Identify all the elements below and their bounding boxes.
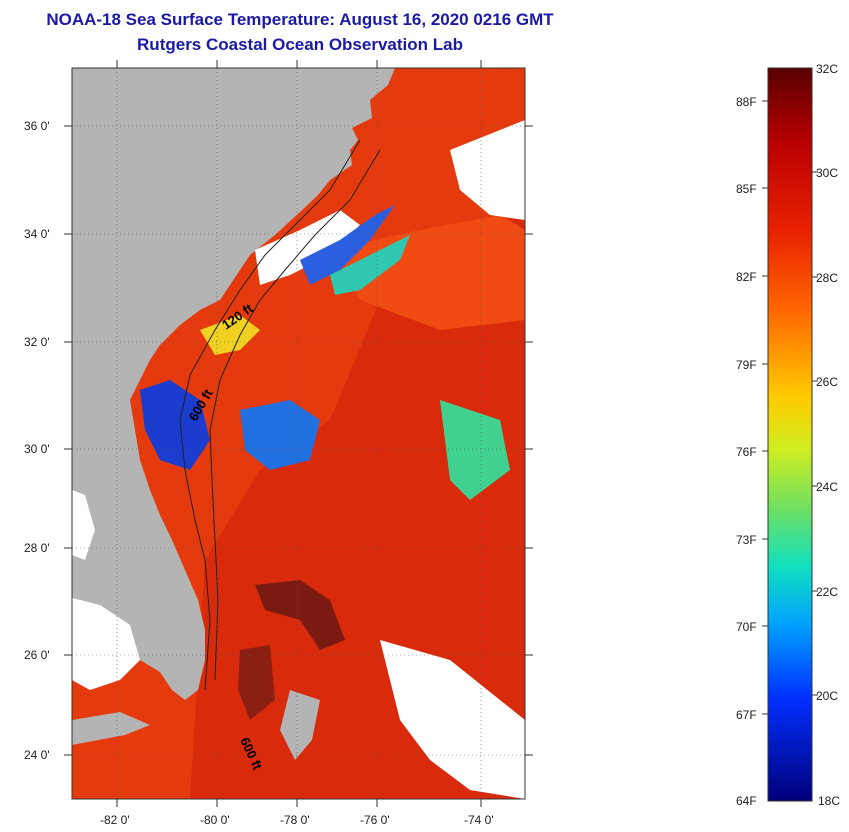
cool-offshore-water-2 [440, 400, 510, 500]
contour-line-2 [209, 149, 381, 681]
cuba-land [72, 712, 150, 745]
cool-offshore-water [240, 400, 320, 470]
cb-c-22: 22C [816, 585, 838, 599]
cloud-cover [72, 490, 95, 560]
map-title: NOAA-18 Sea Surface Temperature: August … [46, 10, 554, 29]
cool-coastal-water [300, 205, 395, 285]
bahamas-land [280, 690, 320, 760]
lat-label-24: 24 0' [24, 748, 50, 762]
lat-label-32: 32 0' [24, 335, 50, 349]
bahamas-bank-2 [238, 645, 275, 720]
cool-coastal-water-2 [330, 235, 410, 295]
land-area [72, 68, 395, 700]
lat-label-30: 30 0' [24, 442, 50, 456]
contour-line [179, 139, 361, 691]
cloud-cover-5 [380, 640, 525, 799]
cb-f-88: 88F [736, 95, 757, 109]
lat-label-34: 34 0' [24, 227, 50, 241]
bahamas-bank [255, 580, 345, 650]
cool-coastal-water-4 [200, 315, 260, 355]
map-frame [71, 67, 526, 800]
cb-c-24: 24C [816, 480, 838, 494]
cb-c-18: 18C [818, 794, 840, 808]
cb-f-82: 82F [736, 270, 757, 284]
cb-c-26: 26C [816, 375, 838, 389]
map-subtitle: Rutgers Coastal Ocean Observation Lab [137, 35, 463, 54]
lon-label-82: -82 0' [100, 813, 130, 827]
cool-coastal-water-3 [140, 380, 210, 470]
lat-label-36: 36 0' [24, 119, 50, 133]
axis-ticks [64, 60, 533, 807]
cb-f-70: 70F [736, 620, 757, 634]
warm-patch [330, 215, 525, 330]
lat-label-26: 26 0' [24, 648, 50, 662]
colorbar-ticks [762, 100, 818, 715]
lat-label-28: 28 0' [24, 541, 50, 555]
cb-c-28: 28C [816, 271, 838, 285]
gulf-stream [190, 200, 525, 799]
cb-f-85: 85F [736, 182, 757, 196]
cb-c-20: 20C [816, 689, 838, 703]
cb-f-76: 76F [736, 445, 757, 459]
cb-f-73: 73F [736, 533, 757, 547]
cloud-cover-2 [72, 598, 140, 690]
cb-c-30: 30C [816, 166, 838, 180]
map-image: 120 ft 600 ft 600 ft [72, 68, 525, 799]
cb-c-32: 32C [816, 62, 838, 76]
colorbar [767, 67, 813, 802]
cloud-cover-4 [450, 120, 525, 220]
cb-f-79: 79F [736, 358, 757, 372]
cloud-cover-3 [255, 210, 360, 285]
lon-label-80: -80 0' [200, 813, 230, 827]
lon-label-78: -78 0' [280, 813, 310, 827]
lon-label-74: -74 0' [464, 813, 494, 827]
cb-f-67: 67F [736, 708, 757, 722]
lon-label-76: -76 0' [360, 813, 390, 827]
cb-f-64: 64F [736, 794, 757, 808]
